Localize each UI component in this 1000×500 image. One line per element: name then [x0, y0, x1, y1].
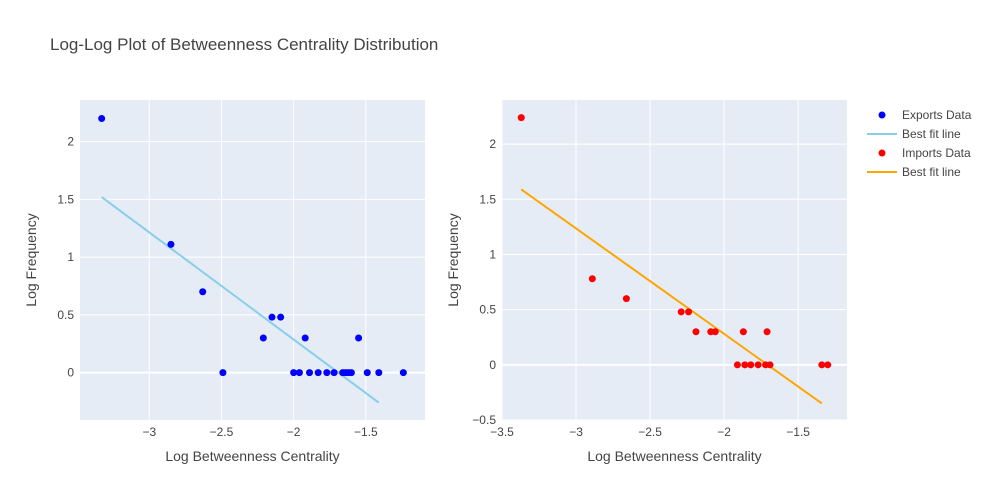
data-point [259, 334, 267, 342]
y-tick-label: 0 [67, 366, 74, 380]
y-tick-label: 0 [489, 358, 496, 372]
data-point [277, 313, 285, 321]
data-point [824, 361, 832, 369]
x-tick-label: −1.5 [786, 425, 810, 439]
data-point [295, 369, 303, 377]
y-tick-label: 0.5 [57, 308, 74, 322]
data-point [622, 295, 630, 303]
data-point [747, 361, 755, 369]
data-point [677, 308, 685, 316]
data-point [818, 361, 826, 369]
data-point [355, 334, 363, 342]
subplots: −3 −2.5 −2 −1.5 0 0.5 1 1.5 2 Log Betweenness Cen… [23, 100, 847, 464]
plot-background [502, 100, 847, 420]
data-point [98, 114, 106, 122]
chart-title: Log-Log Plot of Betweenness Centrality D… [50, 35, 438, 54]
x-axis-title: Log Betweenness Centrality [165, 448, 339, 464]
legend-marker [878, 149, 886, 157]
y-tick-label: 1 [489, 247, 496, 261]
data-point [739, 328, 747, 336]
y-tick-label: 1 [67, 250, 74, 264]
legend-marker [878, 111, 886, 119]
legend-item: Exports Data [878, 108, 972, 122]
y-tick-label: −0.5 [472, 413, 496, 427]
data-point [290, 369, 298, 377]
legend-label: Best fit line [902, 127, 961, 141]
x-tick-label: −2.5 [210, 425, 234, 439]
data-point [323, 369, 331, 377]
x-tick-label: −2 [717, 425, 731, 439]
legend-item: Best fit line [867, 127, 961, 141]
y-axis-title: Log Frequency [445, 213, 461, 306]
data-point [363, 369, 371, 377]
y-tick-label: 1.5 [479, 192, 496, 206]
x-tick-label: −3 [142, 425, 156, 439]
x-tick-label: −2 [287, 425, 301, 439]
data-point [167, 240, 175, 248]
y-tick-label: 0.5 [479, 303, 496, 317]
plot-background [80, 100, 425, 420]
data-point [199, 288, 207, 296]
data-point [588, 275, 596, 283]
data-point [347, 369, 355, 377]
data-point [517, 114, 525, 122]
y-axis-title: Log Frequency [23, 213, 39, 306]
data-point [733, 361, 741, 369]
x-tick-label: −3 [569, 425, 583, 439]
data-point [711, 328, 719, 336]
x-tick-label: −3.5 [490, 425, 514, 439]
best-fit-line [101, 196, 380, 404]
data-point [301, 334, 309, 342]
subplot-1: −3 −2.5 −2 −1.5 0 0.5 1 1.5 2 Log Betweenness Cen… [23, 100, 425, 464]
data-point [763, 328, 771, 336]
y-tick-label: 2 [489, 137, 496, 151]
data-point [314, 369, 322, 377]
data-point [306, 369, 314, 377]
data-point [754, 361, 762, 369]
data-point [399, 369, 407, 377]
legend-item: Best fit line [867, 165, 961, 179]
x-tick-label: −2.5 [638, 425, 662, 439]
y-tick-label: 1.5 [57, 192, 74, 206]
data-point [766, 361, 774, 369]
data-point [330, 369, 338, 377]
data-point [692, 328, 700, 336]
data-point [375, 369, 383, 377]
x-tick-label: −1.5 [354, 425, 378, 439]
subplot-2: −3.5 −3 −2.5 −2 −1.5 −0.5 0 0.5 1 1.5 2 Log Between… [445, 100, 847, 464]
legend-label: Imports Data [902, 146, 971, 160]
data-point [741, 361, 749, 369]
y-tick-label: 2 [67, 135, 74, 149]
legend-label: Exports Data [902, 108, 972, 122]
legend-item: Imports Data [878, 146, 971, 160]
data-point [219, 369, 227, 377]
data-point [685, 308, 693, 316]
x-axis-title: Log Betweenness Centrality [587, 448, 761, 464]
data-point [268, 313, 276, 321]
legend: Exports Data Best fit line Imports Data Bes… [867, 108, 972, 179]
legend-label: Best fit line [902, 165, 961, 179]
